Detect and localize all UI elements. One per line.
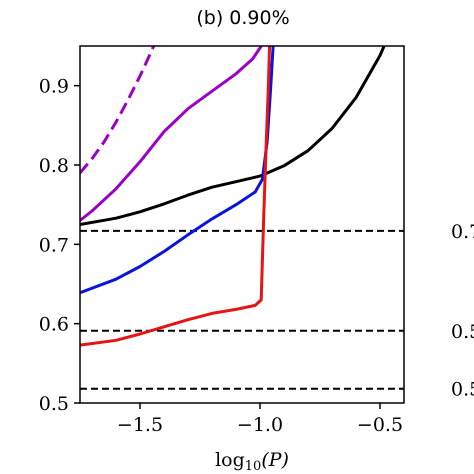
axes-frame: [79, 45, 405, 404]
series-line-2: [80, 46, 386, 226]
series-lines: [80, 46, 386, 347]
reference-line-label-1: 0.5: [451, 321, 474, 343]
x-tick-label: −0.5: [357, 414, 403, 436]
chart-title: (b) 0.90%: [196, 7, 289, 29]
y-tick-label: 0.5: [39, 393, 69, 415]
x-axis-ticks: −1.5 −1.0 −0.5: [117, 403, 403, 436]
reference-line-label-0: 0.7: [451, 221, 474, 243]
x-axis-label-subscript: 10: [245, 459, 262, 474]
y-tick-label: 0.6: [39, 314, 69, 336]
x-axis-label-base: log: [215, 449, 245, 471]
series-line-3: [80, 46, 275, 295]
x-axis-label-argument: (P): [261, 449, 289, 471]
plot-area: [80, 46, 404, 390]
series-line-4: [80, 46, 272, 347]
x-tick-label: −1.5: [117, 414, 163, 436]
y-tick-label: 0.7: [39, 234, 69, 256]
y-tick-label: 0.9: [39, 76, 69, 98]
reference-line-labels: 0.7 0.5 0.5: [451, 221, 474, 401]
x-tick-label: −1.0: [237, 414, 283, 436]
y-tick-label: 0.8: [39, 155, 69, 177]
reference-line-label-2: 0.5: [451, 379, 474, 401]
x-axis-label: log10(P): [215, 449, 289, 474]
series-line-0: [80, 46, 156, 174]
y-axis-ticks: 0.5 0.6 0.7 0.8 0.9: [39, 76, 80, 415]
reference-lines: [80, 229, 404, 390]
series-line-1: [80, 46, 264, 222]
